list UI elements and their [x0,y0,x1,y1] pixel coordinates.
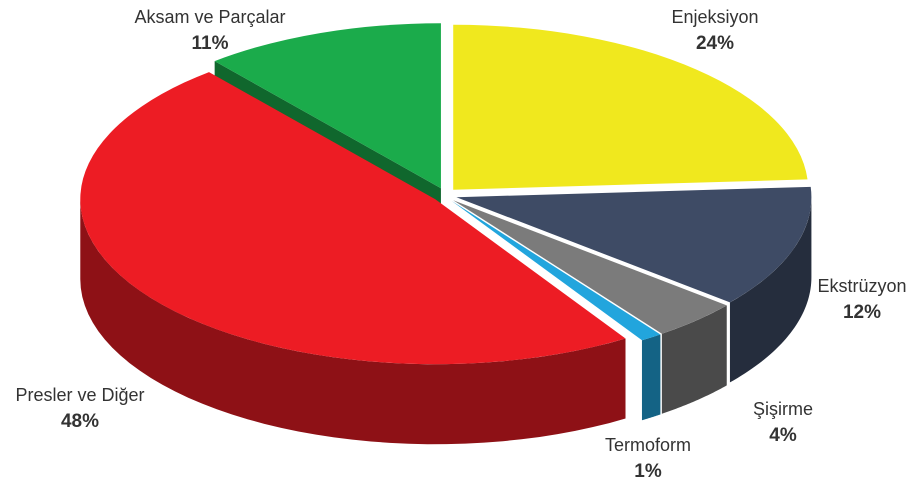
slice-label: Ekstrüzyon [817,276,906,296]
slice-label: Şişirme [753,399,813,419]
slice [451,200,661,341]
slice-label: Enjeksiyon [671,7,758,27]
slice-label: Termoform [605,435,691,455]
slice [456,186,812,303]
slice-value-label: 48% [61,411,99,432]
slice [80,72,626,365]
slice-value-label: 11% [192,33,229,54]
slice [453,24,808,190]
slice-side [729,197,812,383]
slice-side [80,199,626,445]
slice-label: Presler ve Diğer [15,385,144,405]
slice-value-label: 24% [696,33,734,54]
slice-side [661,305,727,414]
slice-value-label: 1% [634,461,662,482]
slice-value-label: 12% [843,302,881,323]
slice [453,200,727,334]
slice-value-label: 4% [769,425,797,446]
slice [214,23,441,189]
slice-side [641,334,661,421]
slice-label: Aksam ve Parçalar [134,7,285,27]
